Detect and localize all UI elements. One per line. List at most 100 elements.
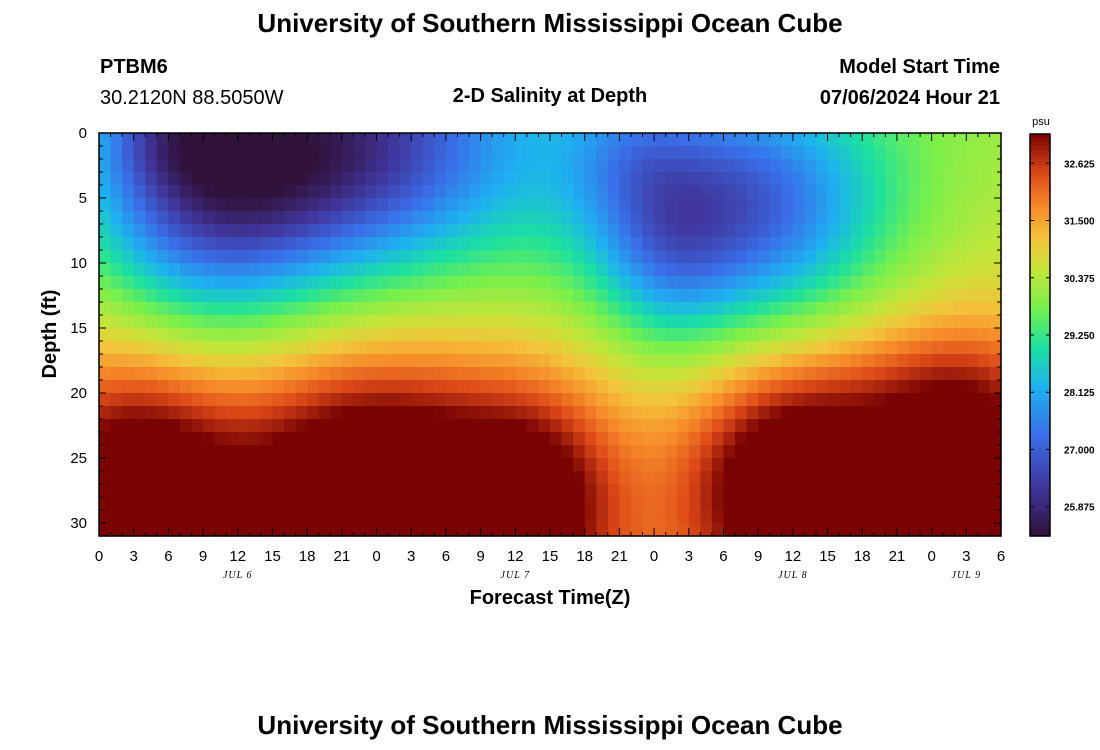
heatmap-cell (492, 328, 505, 342)
heatmap-cell (619, 510, 632, 524)
heatmap-cell (781, 471, 794, 485)
heatmap-cell (526, 458, 540, 472)
heatmap-cell (758, 484, 771, 498)
heatmap-cell (364, 484, 378, 498)
heatmap-cell (203, 146, 216, 160)
heatmap-cell (156, 237, 169, 251)
heatmap-cell (723, 315, 736, 329)
heatmap-cell (966, 198, 979, 212)
heatmap-cell (931, 328, 944, 342)
heatmap-cell (133, 523, 146, 537)
heatmap-cell (584, 445, 597, 459)
heatmap-cell (133, 237, 146, 251)
heatmap-cell (989, 146, 1002, 160)
heatmap-cell (110, 341, 123, 355)
heatmap-cell (307, 276, 320, 290)
heatmap-cell (746, 497, 759, 511)
heatmap-cell (284, 380, 297, 394)
heatmap-cell (885, 510, 898, 524)
heatmap-cell (665, 237, 678, 251)
heatmap-cell (99, 341, 112, 355)
heatmap-cell (272, 211, 285, 225)
heatmap-cell (133, 250, 146, 264)
heatmap-cell (943, 237, 956, 251)
heatmap-cell (839, 328, 852, 342)
heatmap-cell (654, 445, 667, 459)
heatmap-cell (815, 263, 829, 277)
heatmap-cell (896, 315, 910, 329)
heatmap-cell (735, 354, 748, 368)
heatmap-cell (99, 146, 112, 160)
heatmap-cell (515, 523, 528, 537)
heatmap-cell (792, 237, 806, 251)
heatmap-cell (295, 146, 308, 160)
heatmap-cell (584, 510, 597, 524)
heatmap-cell (214, 315, 227, 329)
heatmap-cell (330, 328, 343, 342)
heatmap-cell (457, 276, 470, 290)
heatmap-cell (711, 237, 725, 251)
heatmap-cell (388, 523, 401, 537)
heatmap-cell (792, 276, 806, 290)
heatmap-cell (480, 471, 493, 485)
heatmap-cell (792, 289, 806, 303)
heatmap-cell (284, 406, 297, 420)
heatmap-cell (133, 471, 146, 485)
heatmap-cell (307, 250, 320, 264)
heatmap-cell (249, 471, 262, 485)
station-id: PTBM6 (100, 56, 168, 78)
heatmap-cell (538, 185, 551, 199)
heatmap-cell (943, 510, 956, 524)
heatmap-cell (550, 523, 563, 537)
heatmap-cell (688, 224, 701, 238)
heatmap-cell (318, 497, 331, 511)
heatmap-cell (179, 224, 193, 238)
heatmap-cell (122, 289, 135, 303)
heatmap-cell (735, 159, 748, 173)
heatmap-cell (619, 354, 632, 368)
heatmap-cell (110, 263, 123, 277)
heatmap-cell (665, 458, 678, 472)
heatmap-cell (214, 367, 227, 381)
heatmap-cell (804, 185, 817, 199)
heatmap-cell (503, 198, 516, 212)
heatmap-cell (815, 419, 829, 433)
heatmap-cell (492, 445, 505, 459)
heatmap-cell (272, 406, 285, 420)
heatmap-cell (434, 406, 447, 420)
heatmap-cell (769, 289, 782, 303)
heatmap-cell (781, 380, 794, 394)
heatmap-cell (179, 341, 193, 355)
heatmap-cell (492, 354, 505, 368)
heatmap-cell (630, 146, 644, 160)
heatmap-cell (873, 523, 886, 537)
heatmap-cell (931, 237, 944, 251)
date-label: JUL 6 (223, 570, 253, 581)
heatmap-cell (827, 172, 840, 186)
heatmap-cell (480, 432, 493, 446)
heatmap-cell (607, 432, 620, 446)
heatmap-cell (99, 380, 112, 394)
heatmap-cell (399, 198, 412, 212)
heatmap-cell (862, 328, 875, 342)
heatmap-cell (781, 328, 794, 342)
heatmap-cell (457, 237, 470, 251)
heatmap-cell (781, 523, 794, 537)
heatmap-cell (226, 185, 239, 199)
heatmap-cell (977, 237, 991, 251)
heatmap-cell (122, 341, 135, 355)
heatmap-cell (434, 302, 447, 316)
heatmap-cell (850, 172, 863, 186)
heatmap-cell (966, 315, 979, 329)
heatmap-cell (954, 432, 967, 446)
heatmap-cell (272, 510, 285, 524)
heatmap-cell (630, 432, 644, 446)
colorbar-segment (1030, 230, 1050, 236)
heatmap-cell (792, 328, 806, 342)
heatmap-cell (203, 380, 216, 394)
heatmap-cell (989, 471, 1002, 485)
heatmap-cell (619, 315, 632, 329)
heatmap-cell (260, 263, 274, 277)
heatmap-cell (445, 406, 459, 420)
heatmap-cell (561, 289, 574, 303)
